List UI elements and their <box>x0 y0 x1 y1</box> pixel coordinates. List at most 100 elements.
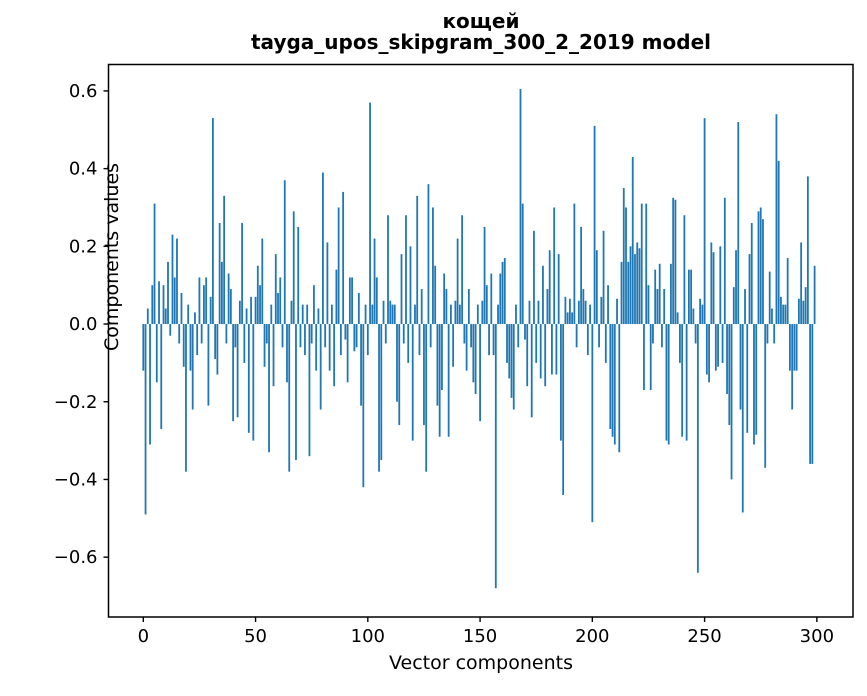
chart-title: кощей tayga_upos_skipgram_300_2_2019 mod… <box>109 11 853 53</box>
bar <box>508 324 511 379</box>
bar <box>607 285 609 325</box>
x-axis-label: Vector components <box>389 652 573 674</box>
bar <box>310 324 313 344</box>
bar <box>663 289 666 325</box>
bar <box>286 324 288 383</box>
bar <box>766 324 769 344</box>
bar <box>560 324 562 441</box>
bar <box>503 257 506 325</box>
x-tick-label: 50 <box>244 626 267 647</box>
bar <box>467 289 470 325</box>
bar <box>420 289 423 325</box>
bar <box>551 324 553 375</box>
bar <box>654 269 657 325</box>
bar <box>658 263 661 325</box>
bar <box>512 324 515 410</box>
bar <box>732 287 735 325</box>
bar <box>151 285 154 325</box>
bar <box>492 324 495 356</box>
y-tick-label: 0.6 <box>69 81 98 102</box>
bar <box>746 324 749 433</box>
bar <box>223 195 226 325</box>
bar <box>652 324 654 344</box>
bar <box>744 289 746 325</box>
bar <box>362 324 365 488</box>
bar <box>726 324 728 394</box>
bar <box>634 254 636 325</box>
bar <box>582 289 585 325</box>
bar <box>423 324 425 426</box>
bar <box>319 324 322 410</box>
bar <box>229 289 232 325</box>
bar <box>762 219 764 325</box>
bar <box>279 277 282 325</box>
bar <box>436 324 439 406</box>
bar <box>609 324 612 429</box>
bar <box>485 285 488 325</box>
bar <box>452 324 455 367</box>
bar <box>169 324 172 336</box>
bar <box>337 207 340 325</box>
bar <box>753 324 755 445</box>
bar <box>813 265 816 325</box>
bar <box>647 285 650 325</box>
bar <box>265 324 268 344</box>
bar <box>542 265 544 325</box>
bar <box>539 324 542 379</box>
bar <box>387 215 389 325</box>
bars-layer <box>142 88 816 589</box>
bar <box>245 308 248 325</box>
y-tick-label: 0.0 <box>69 314 98 335</box>
bar <box>618 324 621 453</box>
bar <box>398 324 401 426</box>
bar <box>375 277 378 325</box>
bar <box>371 304 374 325</box>
bar <box>580 226 583 325</box>
x-tick-label: 250 <box>687 626 721 647</box>
bar <box>789 324 791 371</box>
bar <box>730 324 733 480</box>
bar <box>546 289 549 325</box>
bar <box>317 308 320 325</box>
bar <box>521 203 524 325</box>
bar <box>483 226 486 325</box>
bar <box>346 324 349 383</box>
bar <box>584 300 587 325</box>
bar <box>149 324 151 445</box>
bar <box>705 324 708 375</box>
bar <box>809 324 812 464</box>
bar <box>786 257 789 325</box>
bar <box>806 176 809 325</box>
bar <box>274 254 277 325</box>
bar <box>142 324 145 371</box>
bar <box>670 263 672 325</box>
bar <box>414 304 416 325</box>
bar <box>259 285 261 325</box>
bar <box>167 261 169 325</box>
bar <box>360 324 362 406</box>
bar <box>382 300 385 325</box>
bar <box>604 324 607 363</box>
axes-layer: 0 50 100 150 200 250 300 0.6 0.4 0.2 0.0 −0.2 −0.4 −0… <box>54 63 854 647</box>
bar <box>144 324 147 515</box>
bar <box>205 277 208 325</box>
y-tick-label: −0.4 <box>54 469 98 490</box>
bar <box>227 273 230 325</box>
bar <box>335 269 338 325</box>
bar <box>234 324 237 348</box>
bar <box>620 261 623 325</box>
bar <box>595 250 598 325</box>
bar <box>571 312 574 325</box>
bar <box>737 122 740 325</box>
bar <box>164 308 167 325</box>
bar <box>238 300 241 325</box>
bar <box>288 324 291 472</box>
bar <box>207 324 210 406</box>
bar <box>649 324 652 391</box>
bar <box>739 324 742 410</box>
bar <box>636 242 639 325</box>
bar <box>517 324 520 348</box>
bar <box>611 324 614 437</box>
bar <box>438 324 441 437</box>
y-tick-label: −0.2 <box>54 392 98 413</box>
